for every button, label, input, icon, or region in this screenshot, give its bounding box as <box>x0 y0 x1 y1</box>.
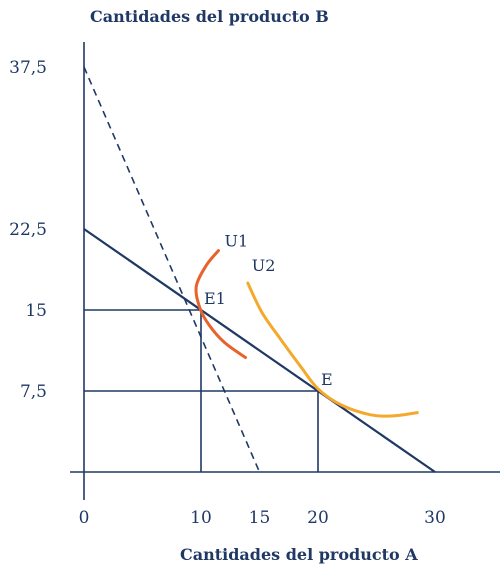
y-tick-label: 37,5 <box>9 58 47 78</box>
x-axis-title: Cantidades del producto A <box>180 545 418 564</box>
x-tick-label: 30 <box>424 508 446 528</box>
curve-label-u2: U2 <box>252 256 276 275</box>
point-label-e: E <box>321 370 333 389</box>
x-tick-label: 15 <box>249 508 271 528</box>
x-tick-label: 0 <box>79 508 90 528</box>
x-tick-label: 10 <box>190 508 212 528</box>
y-tick-label: 7,5 <box>20 382 47 402</box>
budget-new-line <box>83 66 261 473</box>
indifference-curve-u1 <box>194 249 247 359</box>
point-label-e1: E1 <box>204 289 226 308</box>
y-tick-label: 22,5 <box>9 220 47 240</box>
budget-original-line <box>83 228 436 473</box>
y-tick-label: 15 <box>25 301 47 321</box>
curve-label-u1: U1 <box>225 232 249 251</box>
x-tick-label: 20 <box>307 508 329 528</box>
indifference-curve-u2 <box>246 281 419 418</box>
y-axis-title: Cantidades del producto B <box>90 7 329 26</box>
